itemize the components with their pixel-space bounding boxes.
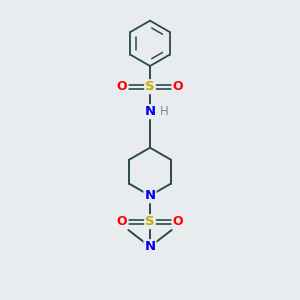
Text: H: H bbox=[160, 105, 168, 118]
Text: N: N bbox=[144, 240, 156, 253]
Text: N: N bbox=[144, 189, 156, 202]
Text: O: O bbox=[173, 80, 183, 93]
Text: O: O bbox=[173, 215, 183, 228]
Text: S: S bbox=[145, 80, 155, 93]
Text: N: N bbox=[144, 105, 156, 118]
Text: O: O bbox=[117, 80, 127, 93]
Text: O: O bbox=[117, 215, 127, 228]
Text: S: S bbox=[145, 215, 155, 228]
